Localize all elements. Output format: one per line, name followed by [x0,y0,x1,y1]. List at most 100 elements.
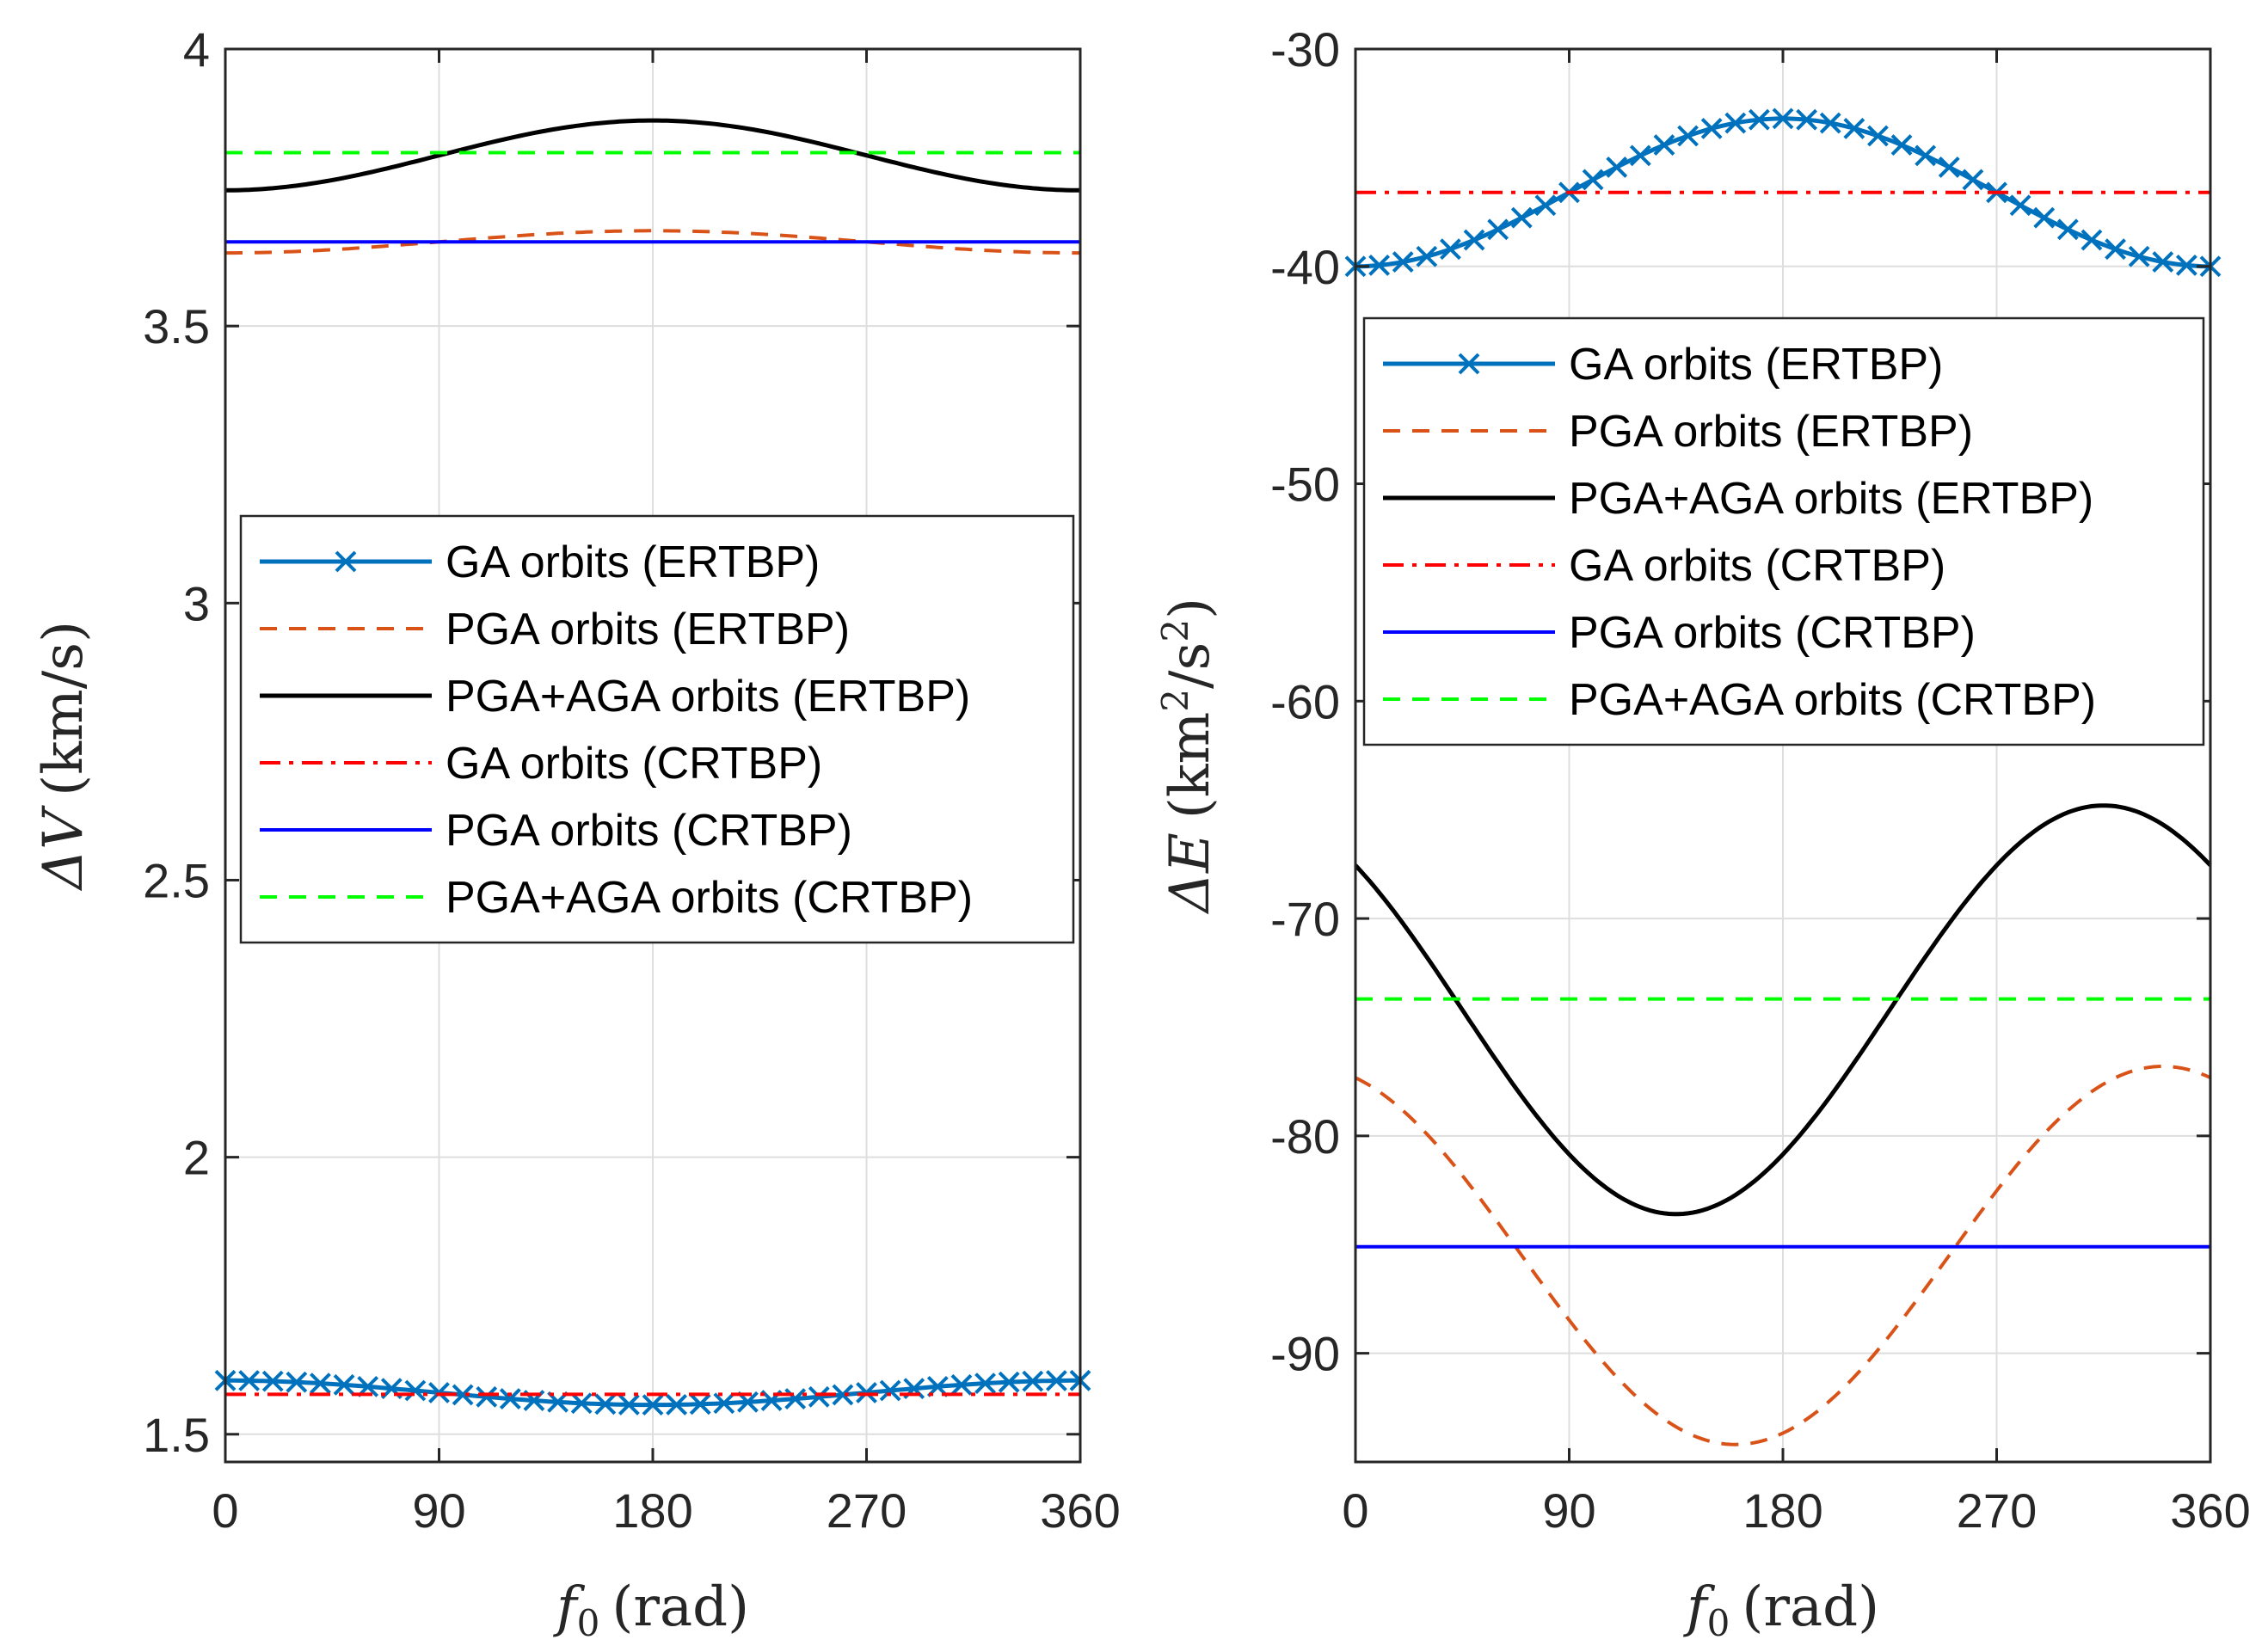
series-marker [689,1393,711,1416]
series-marker [2128,245,2150,267]
series-marker [1819,112,1841,134]
series-line [225,118,1080,193]
y-tick-label: -60 [1270,674,1340,728]
series-marker [1463,229,1485,251]
series-layer [214,118,1091,1416]
x-tick-label: 360 [2170,1483,2250,1538]
legend-item: GA orbits (ERTBP) [1383,340,1943,390]
series-marker [335,550,357,573]
legend-label: PGA+AGA orbits (CRTBP) [446,873,973,923]
x-tick-label: 180 [1742,1483,1822,1538]
series-marker [1440,238,1461,261]
legend-box [239,514,1075,944]
series-marker [1724,112,1747,134]
series-marker [238,1370,261,1391]
series-marker [1534,194,1557,217]
series-marker [1510,206,1533,229]
y-tick-label: -50 [1270,458,1340,512]
legend-box [1362,316,2205,746]
series-marker [310,1373,331,1395]
series-line [225,229,1080,255]
series-marker [1962,169,1984,191]
legend-label: PGA orbits (ERTBP) [1569,407,1973,457]
legend: GA orbits (ERTBP) PGA orbits (ERTBP) PGA+A… [239,514,1075,944]
x-axis-label: f0 (rad) [1683,1575,1879,1644]
series [1344,107,2222,278]
series-line [1355,1064,2211,1446]
legend-item: PGA orbits (ERTBP) [260,605,850,654]
legend-label: GA orbits (ERTBP) [446,537,820,587]
series-marker [2105,238,2126,261]
legend-item: PGA orbits (CRTBP) [1383,608,1976,658]
legend-item: GA orbits (CRTBP) [1383,541,1945,591]
right-chart: 0 90 180 270 360 -30 -40 -50 -60 -70 -80 -90 GA orb… [1154,22,2251,1644]
y-tick-label: 3.5 [143,299,210,353]
series-marker [1843,117,1865,139]
legend-item: PGA orbits (CRTBP) [260,806,852,856]
legend-item: PGA orbits (ERTBP) [1383,407,1973,457]
series-marker [2152,251,2174,273]
series-line [1354,803,2212,1217]
series-marker [476,1385,498,1408]
series-marker [594,1393,617,1416]
series-marker [974,1373,996,1395]
series-marker [713,1392,735,1415]
x-tick-label: 0 [212,1483,238,1538]
series-marker [808,1385,830,1408]
series-marker [1629,144,1651,167]
x-tick-label: 90 [412,1483,465,1538]
series-marker [1867,125,1889,147]
legend-label: PGA orbits (CRTBP) [446,806,852,856]
legend-item: GA orbits (ERTBP) [260,537,820,587]
series-layer [1344,107,2222,1446]
series-marker [1045,1370,1067,1391]
series-marker [1700,117,1723,139]
y-tick-label: 2 [183,1131,210,1185]
y-tick-label: -40 [1270,240,1340,294]
y-tick-label: 1.5 [143,1408,210,1462]
series-marker [1677,125,1699,147]
series-marker [998,1371,1020,1393]
y-axis-label: ΔV(km/s) [32,621,95,892]
series-marker [2175,255,2197,276]
axis-ticks: 0 90 180 270 360 1.5 2 2.5 3 3.5 4 [143,22,1121,1538]
series-marker [1606,157,1628,178]
series-marker [642,1394,664,1416]
series [225,118,1080,193]
legend-label: PGA+AGA orbits (CRTBP) [1569,675,2096,725]
series-marker [261,1370,284,1392]
series-marker [1458,353,1480,375]
legend-label: PGA+AGA orbits (ERTBP) [1569,474,2093,524]
series-marker [404,1379,427,1402]
legend-label: GA orbits (ERTBP) [1569,340,1943,390]
series-marker [618,1394,640,1416]
series-marker [2033,206,2056,229]
series-marker [784,1388,807,1409]
series-marker [1915,144,1937,167]
series-marker [2081,229,2103,251]
axis-ticks: 0 90 180 270 360 -30 -40 -50 -60 -70 -80 -90 [1270,22,2251,1538]
series [214,1369,1091,1416]
series-marker [1416,245,1438,267]
x-tick-label: 90 [1542,1483,1595,1538]
x-tick-label: 180 [612,1483,692,1538]
x-tick-label: 270 [1957,1483,2037,1538]
series-marker [1487,218,1509,241]
series-marker [1022,1370,1044,1392]
legend-label: GA orbits (CRTBP) [446,739,822,789]
series-marker [286,1371,308,1393]
series-marker [950,1373,973,1396]
series-marker [1392,251,1414,273]
legend: GA orbits (ERTBP) PGA orbits (ERTBP) PGA+A… [1362,316,2205,746]
series-marker [879,1379,901,1402]
series-marker [1582,169,1604,191]
legend-label: GA orbits (CRTBP) [1569,541,1945,591]
y-tick-label: 4 [183,22,210,77]
x-tick-label: 270 [827,1483,907,1538]
legend-label: PGA orbits (ERTBP) [446,605,850,654]
y-tick-label: 3 [183,576,210,630]
series-marker [1772,107,1794,130]
y-axis-label: ΔE(km2/s2) [1154,598,1222,915]
legend-label: PGA orbits (CRTBP) [1569,608,1976,658]
